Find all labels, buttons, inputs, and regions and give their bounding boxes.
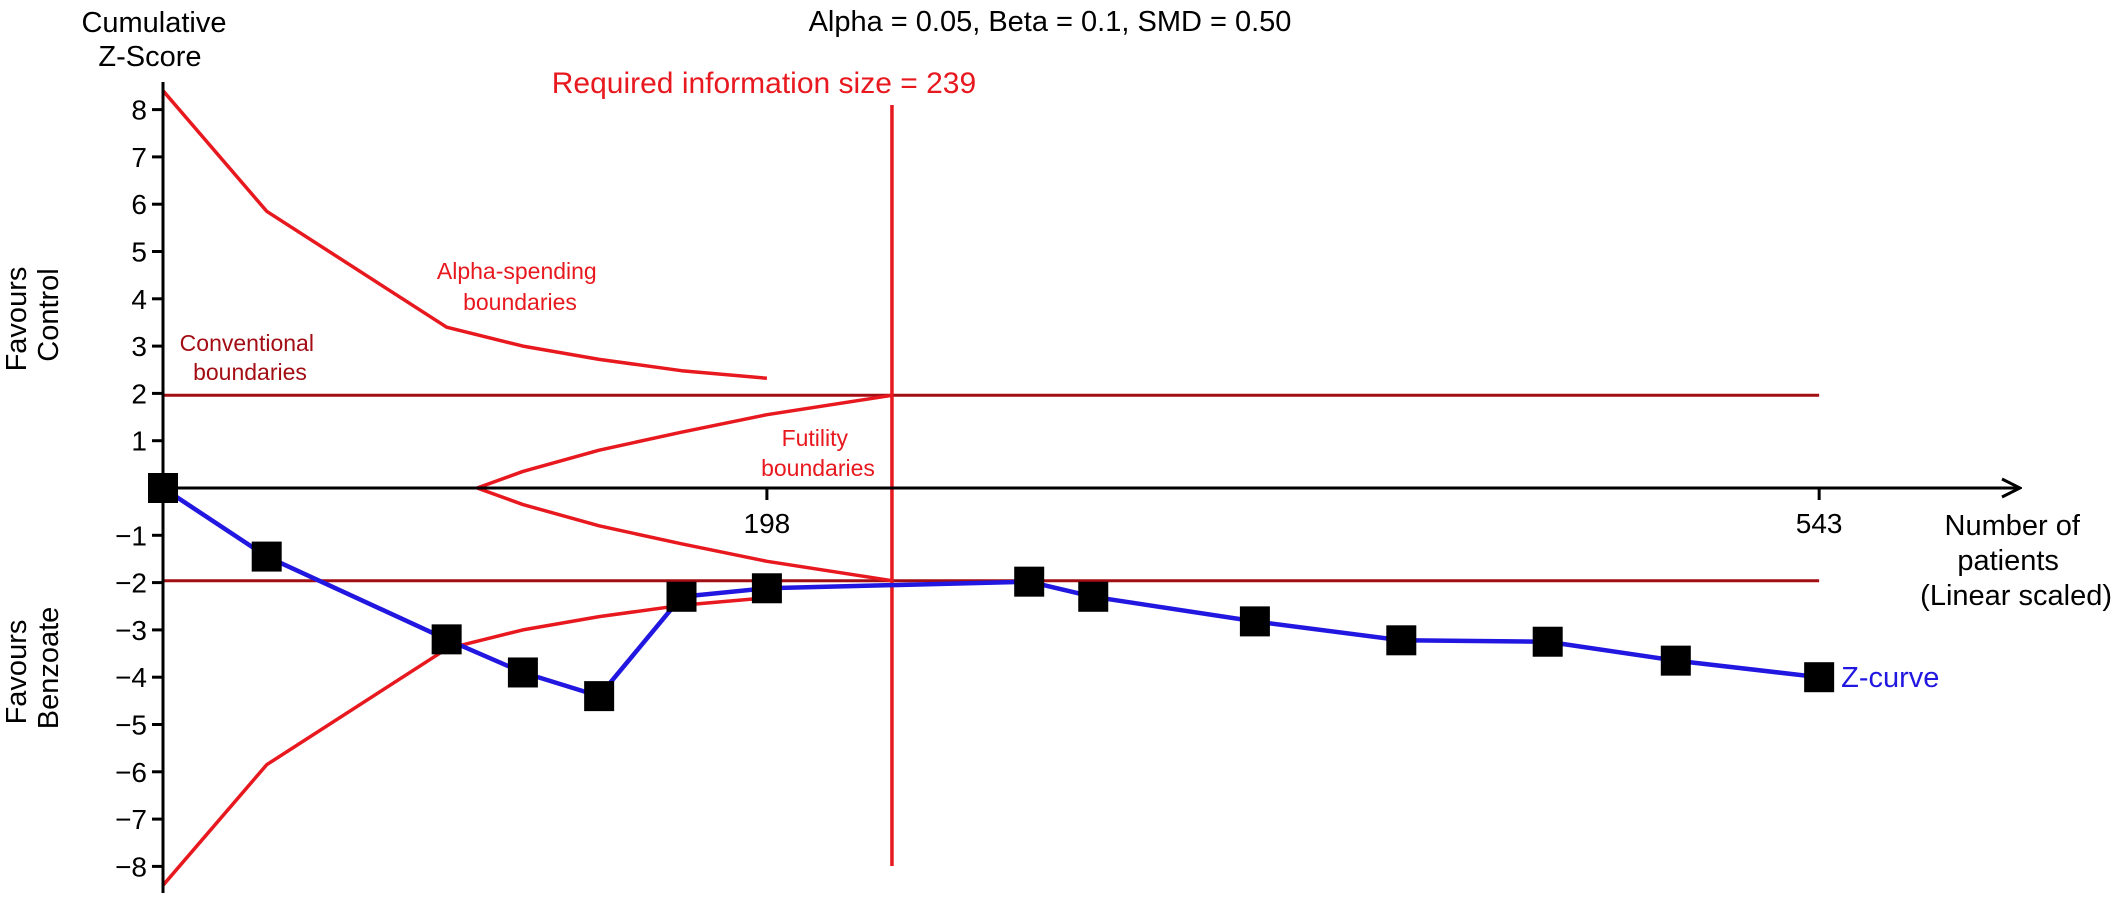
z-curve-point bbox=[1804, 662, 1835, 693]
z-curve-point bbox=[251, 541, 282, 572]
x-axis-title: Number of patients (Linear scaled) bbox=[1920, 510, 2112, 612]
futility-label-line-2: boundaries bbox=[761, 455, 875, 481]
z-curve-line bbox=[161, 486, 1820, 699]
z-curve-point bbox=[1014, 566, 1045, 597]
futility-upper-line bbox=[476, 393, 893, 490]
x-tick-label: 543 bbox=[1796, 508, 1843, 539]
y-axis-title-line-2: Z-Score bbox=[98, 41, 201, 73]
y-tick-label: 2 bbox=[131, 378, 147, 409]
z-curve-point bbox=[507, 657, 538, 688]
conventional-label: Conventional boundaries bbox=[180, 330, 321, 385]
y-tick-label: −5 bbox=[115, 710, 147, 741]
y-tick-label: 3 bbox=[131, 331, 147, 362]
conventional-label-line-2: boundaries bbox=[193, 359, 307, 385]
x-axis-title-line-1: Number of bbox=[1945, 510, 2081, 542]
boundary-lines bbox=[161, 89, 1820, 887]
z-curve-point bbox=[1660, 645, 1691, 676]
y-tick-label: 5 bbox=[131, 237, 147, 268]
z-curve-point bbox=[584, 681, 615, 712]
z-curve-point bbox=[1078, 581, 1109, 612]
z-curve-point bbox=[1386, 625, 1417, 656]
y-tick-label: −1 bbox=[115, 520, 147, 551]
z-curve-point bbox=[751, 573, 782, 604]
y-tick-label: −2 bbox=[115, 568, 147, 599]
y-axis-title-line-1: Cumulative bbox=[81, 7, 226, 39]
futility-lower-line bbox=[476, 486, 893, 583]
x-tick-label: 198 bbox=[744, 508, 791, 539]
axes bbox=[161, 82, 2020, 893]
z-curve-series: Z-curve bbox=[148, 473, 1939, 712]
y-tick-label: 7 bbox=[131, 142, 147, 173]
favours-control-line-1: Favours bbox=[1, 267, 33, 372]
favours-benzoate-line-2: Benzoate bbox=[33, 607, 65, 730]
x-axis-title-line-3: (Linear scaled) bbox=[1920, 580, 2112, 612]
y-tick-label: −4 bbox=[115, 662, 147, 693]
z-curve-point bbox=[666, 581, 697, 612]
alpha-spending-label: Alpha-spending boundaries bbox=[437, 258, 603, 315]
z-curve-label: Z-curve bbox=[1841, 662, 1939, 694]
conventional-label-line-1: Conventional bbox=[180, 330, 314, 356]
favours-benzoate-label: Favours Benzoate bbox=[1, 607, 65, 730]
z-curve-point bbox=[431, 624, 462, 655]
futility-label-line-1: Futility bbox=[782, 425, 849, 451]
y-tick-label: −8 bbox=[115, 851, 147, 882]
alpha-spending-upper-line bbox=[161, 89, 768, 381]
x-axis-title-line-2: patients bbox=[1957, 545, 2059, 577]
y-tick-label: 1 bbox=[131, 426, 147, 457]
chart-title: Alpha = 0.05, Beta = 0.1, SMD = 0.50 bbox=[809, 6, 1292, 38]
y-tick-label: −6 bbox=[115, 757, 147, 788]
futility-label: Futility boundaries bbox=[761, 425, 875, 481]
z-curve-point bbox=[1239, 606, 1270, 637]
z-curve-point bbox=[148, 473, 178, 503]
z-curve-point bbox=[1532, 626, 1563, 657]
alpha-spending-lower-line bbox=[161, 595, 768, 887]
y-tick-label: 4 bbox=[131, 284, 147, 315]
y-tick-label: 8 bbox=[131, 95, 147, 126]
alpha-spending-label-line-2: boundaries bbox=[463, 289, 577, 315]
ris-label: Required information size = 239 bbox=[552, 67, 976, 100]
favours-benzoate-line-1: Favours bbox=[1, 620, 33, 725]
favours-control-label: Favours Control bbox=[1, 259, 65, 372]
favours-control-line-2: Control bbox=[33, 268, 65, 362]
y-axis-title: Cumulative Z-Score bbox=[81, 7, 234, 73]
alpha-spending-label-line-1: Alpha-spending bbox=[437, 258, 597, 284]
y-tick-label: 6 bbox=[131, 189, 147, 220]
y-tick-label: −3 bbox=[115, 615, 147, 646]
y-tick-label: −7 bbox=[115, 804, 147, 835]
